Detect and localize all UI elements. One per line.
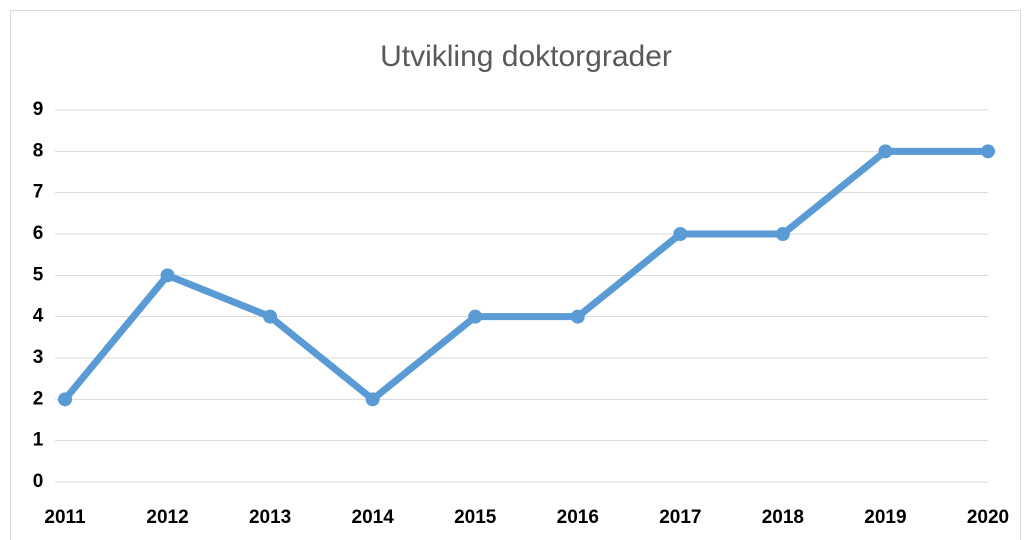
x-tick-label: 2016: [557, 507, 599, 528]
y-tick-label: 2: [33, 388, 44, 409]
y-tick-label: 5: [33, 264, 44, 285]
data-point: [468, 309, 483, 324]
y-tick-label: 7: [33, 182, 44, 203]
x-tick-label: 2011: [44, 507, 86, 528]
data-point: [673, 227, 688, 241]
data-line: [61, 147, 992, 403]
data-point: [570, 309, 585, 324]
data-point: [263, 309, 278, 324]
y-tick-label: 6: [33, 223, 44, 244]
data-point: [775, 227, 790, 241]
x-tick-label: 2013: [249, 507, 291, 528]
x-tick-label: 2019: [864, 507, 906, 528]
chart-title: Utvikling doktorgrader: [380, 40, 672, 73]
y-tick-label: 9: [33, 99, 44, 120]
y-tick-label: 8: [33, 140, 44, 161]
x-tick-label: 2014: [352, 507, 395, 528]
data-point: [160, 268, 175, 283]
data-point: [878, 144, 893, 159]
x-tick-label: 2015: [454, 507, 497, 528]
y-tick-label: 1: [33, 430, 44, 451]
y-tick-label: 0: [33, 471, 44, 492]
data-point: [365, 392, 380, 407]
x-tick-label: 2020: [967, 507, 1009, 528]
data-point: [58, 392, 72, 407]
y-tick-label: 4: [33, 306, 44, 327]
x-tick-label: 2018: [762, 507, 804, 528]
y-tick-label: 3: [33, 347, 44, 368]
data-point: [981, 144, 995, 159]
x-tick-label: 2012: [146, 507, 188, 528]
x-tick-label: 2017: [659, 507, 701, 528]
